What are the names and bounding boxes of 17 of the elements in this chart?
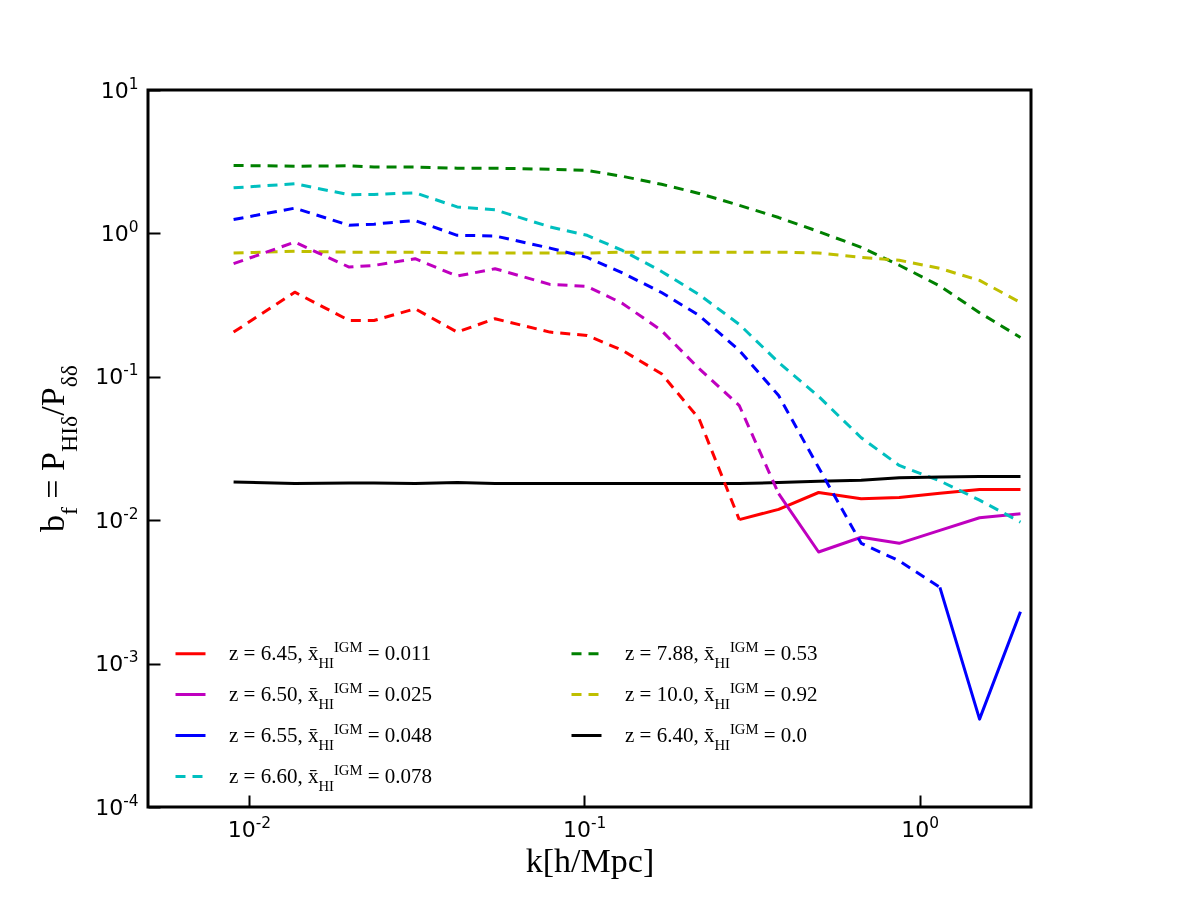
y-tick-label: 10$^{1}$	[100, 74, 139, 103]
y-tick-label: 10$^{-2}$	[95, 504, 139, 533]
x-tick-label: 10$^{-1}$	[563, 813, 607, 842]
legend-label: z = 6.45, x̄$_{HI}$$^{IGM}$ = 0.011	[229, 638, 432, 671]
y-tick-label: 10$^{-3}$	[95, 648, 139, 677]
y-tick-label: 10$^{0}$	[100, 217, 139, 246]
legend-label: z = 6.60, x̄$_{HI}$$^{IGM}$ = 0.078	[229, 761, 433, 794]
legend-label: z = 6.40, x̄$_{HI}$$^{IGM}$ = 0.0	[625, 720, 808, 753]
x-axis-title: k[h/Mpc]	[525, 841, 655, 879]
legend-label: z = 7.88, x̄$_{HI}$$^{IGM}$ = 0.53	[625, 638, 818, 671]
y-tick-label: 10$^{-4}$	[95, 791, 139, 820]
legend-label: z = 6.50, x̄$_{HI}$$^{IGM}$ = 0.025	[229, 679, 433, 712]
legend-label: z = 10.0, x̄$_{HI}$$^{IGM}$ = 0.92	[625, 679, 818, 712]
x-tick-label: 10$^{0}$	[901, 813, 939, 842]
legend-label: z = 6.55, x̄$_{HI}$$^{IGM}$ = 0.048	[229, 720, 433, 753]
y-tick-label: 10$^{-1}$	[95, 361, 139, 390]
x-tick-label: 10$^{-2}$	[227, 813, 272, 842]
